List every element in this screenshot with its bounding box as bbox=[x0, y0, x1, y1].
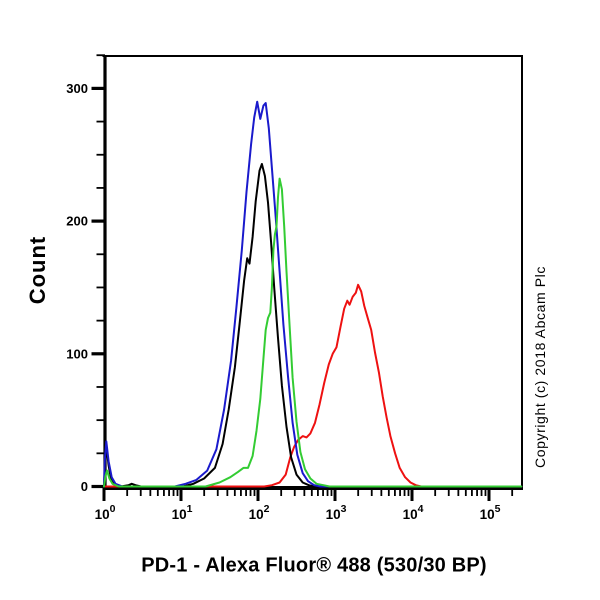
x-tick-label: 102 bbox=[249, 503, 270, 522]
copyright-notice: Copyright (c) 2018 Abcam Plc bbox=[532, 266, 548, 468]
x-axis-ticks: 100 101 102 103 104 105 bbox=[95, 489, 514, 522]
histogram-curves bbox=[103, 100, 523, 488]
x-tick-label: 103 bbox=[326, 503, 347, 522]
red-curve bbox=[103, 283, 523, 488]
x-tick-label: 104 bbox=[403, 503, 424, 522]
y-tick-label: 300 bbox=[66, 81, 88, 96]
y-tick-label: 0 bbox=[81, 479, 88, 494]
y-tick-label: 100 bbox=[66, 346, 88, 361]
green-curve bbox=[103, 177, 523, 488]
x-tick-label: 100 bbox=[95, 503, 116, 522]
plot-border bbox=[102, 55, 523, 490]
black-curve bbox=[103, 163, 523, 488]
x-tick-label: 105 bbox=[480, 503, 501, 522]
x-axis-title: PD-1 - Alexa Fluor® 488 (530/30 BP) bbox=[141, 554, 487, 577]
x-tick-label: 101 bbox=[172, 503, 193, 522]
y-tick-label: 200 bbox=[66, 214, 88, 229]
y-axis-ticks: 0 100 200 300 bbox=[66, 54, 105, 494]
